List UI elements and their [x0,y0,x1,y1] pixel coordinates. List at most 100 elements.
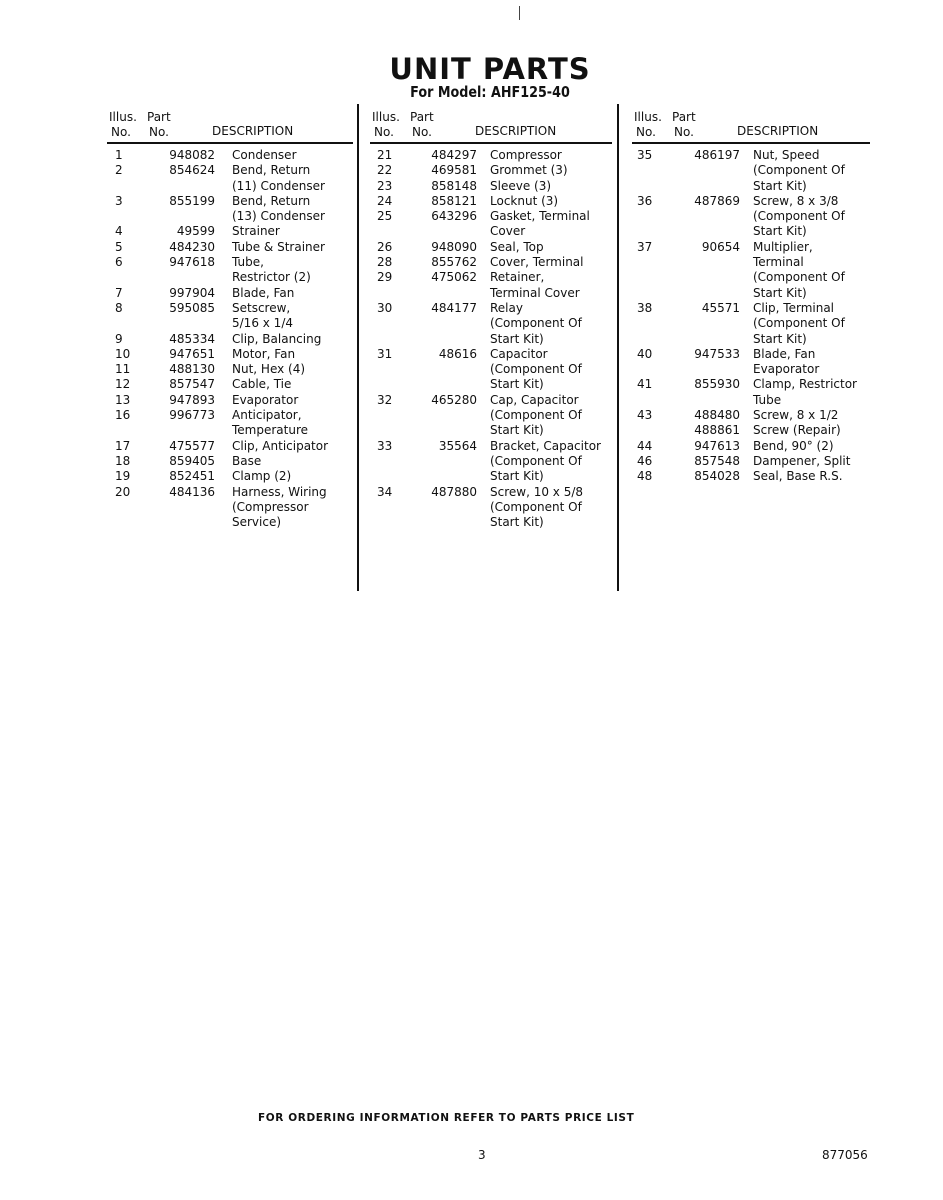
part-description: (Component Of [753,209,845,224]
part-description: Tube, [232,255,264,270]
illus-number [370,316,415,331]
part-description: Terminal Cover [490,285,580,300]
part-number [672,224,740,239]
part-description: 5/16 x 1/4 [232,316,293,331]
part-number [157,423,215,438]
illus-number [632,163,672,178]
illus-number [632,255,672,270]
part-row: 20 484136 Harness, Wiring [107,485,353,500]
part-description: Bend, Return [232,163,311,178]
part-row-continuation: Cover [370,224,612,239]
part-number [672,270,740,285]
illus-number: 32 [377,392,393,407]
illus-number [370,500,415,515]
part-row-continuation: (Component Of [370,408,612,423]
part-description: Seal, Top [490,239,544,254]
part-description: Terminal [753,255,804,270]
illus-number: 19 [115,469,131,484]
part-number [672,179,740,194]
illus-number: 9 [115,331,123,346]
illus-number [107,316,157,331]
part-description: Dampener, Split [753,453,851,468]
part-row: 41 855930 Clamp, Restrictor [632,377,870,392]
part-number [415,377,477,392]
part-description: Cover [490,224,526,239]
part-description: Blade, Fan [232,285,295,300]
part-number: 858121 [431,193,477,208]
part-description: Motor, Fan [232,346,296,361]
part-row: 16 996773 Anticipator, [107,408,353,423]
illus-number: 4 [115,224,123,239]
part-row-continuation: Restrictor (2) [107,270,353,285]
part-description: (Component Of [753,163,845,178]
part-number [415,362,477,377]
illus-number: 24 [377,193,393,208]
part-description: Service) [232,515,282,530]
part-row-continuation: Terminal [632,255,870,270]
illus-number: 31 [377,346,393,361]
illus-number: 20 [115,484,131,499]
part-description: Capacitor [490,346,548,361]
illus-number [370,408,415,423]
part-number: 49599 [176,224,215,239]
part-row: 13 947893 Evaporator [107,393,353,408]
part-number: 854624 [169,163,215,178]
illus-number: 17 [115,438,131,453]
part-number: 595085 [169,300,215,315]
part-row: 8 595085 Setscrew, [107,301,353,316]
header-part-no: No. [412,125,432,139]
part-number: 484136 [169,484,215,499]
part-number [415,500,477,515]
part-number: 485334 [169,331,215,346]
part-row-continuation: 5/16 x 1/4 [107,316,353,331]
part-number [415,316,477,331]
column-divider [357,104,359,591]
part-description: Seal, Base R.S. [753,469,843,484]
part-description: Locknut (3) [490,193,559,208]
part-row-continuation: Start Kit) [632,332,870,347]
part-row-continuation: Start Kit) [370,377,612,392]
parts-column-1: Illus. Part No. No. DESCRIPTION 1 948082 Conden… [107,108,353,530]
part-number: 947533 [694,346,740,361]
part-number [415,469,477,484]
part-description: Screw, 8 x 1/2 [753,408,839,423]
illus-number: 25 [377,209,393,224]
part-row-continuation: Start Kit) [370,469,612,484]
illus-number: 35 [637,148,653,162]
illus-number [370,377,415,392]
part-description: Blade, Fan [753,346,816,361]
illus-number: 21 [377,148,393,162]
part-row: 46 857548 Dampener, Split [632,454,870,469]
part-description: Nut, Speed [753,148,820,162]
part-row: 488861 Screw (Repair) [632,423,870,438]
illus-number [370,515,415,530]
illus-number: 13 [115,392,131,407]
illus-number: 8 [115,300,123,315]
part-description: (13) Condenser [232,209,325,224]
part-row: 43 488480 Screw, 8 x 1/2 [632,408,870,423]
part-row: 21 484297 Compressor [370,148,612,163]
illus-number: 12 [115,377,131,392]
illus-number: 18 [115,453,131,468]
document-number: 877056 [822,1148,868,1162]
part-row: 31 48616 Capacitor [370,347,612,362]
part-description: Start Kit) [490,469,544,484]
part-row-continuation: Service) [107,515,353,530]
part-row: 18 859405 Base [107,454,353,469]
illus-number: 30 [377,300,393,315]
part-number [157,209,215,224]
part-row: 17 475577 Clip, Anticipator [107,439,353,454]
part-number [672,332,740,347]
part-number [157,270,215,285]
part-description: Sleeve (3) [490,178,552,193]
part-description: (Component Of [490,499,582,514]
part-description: Temperature [232,423,309,438]
illus-number: 6 [115,255,123,270]
part-number: 488861 [694,423,740,438]
part-number: 469581 [431,163,477,178]
part-number: 487880 [431,484,477,499]
illus-number [632,393,672,408]
part-number: 996773 [169,408,215,423]
part-description: Cover, Terminal [490,255,584,270]
part-row-continuation: (Compressor [107,500,353,515]
